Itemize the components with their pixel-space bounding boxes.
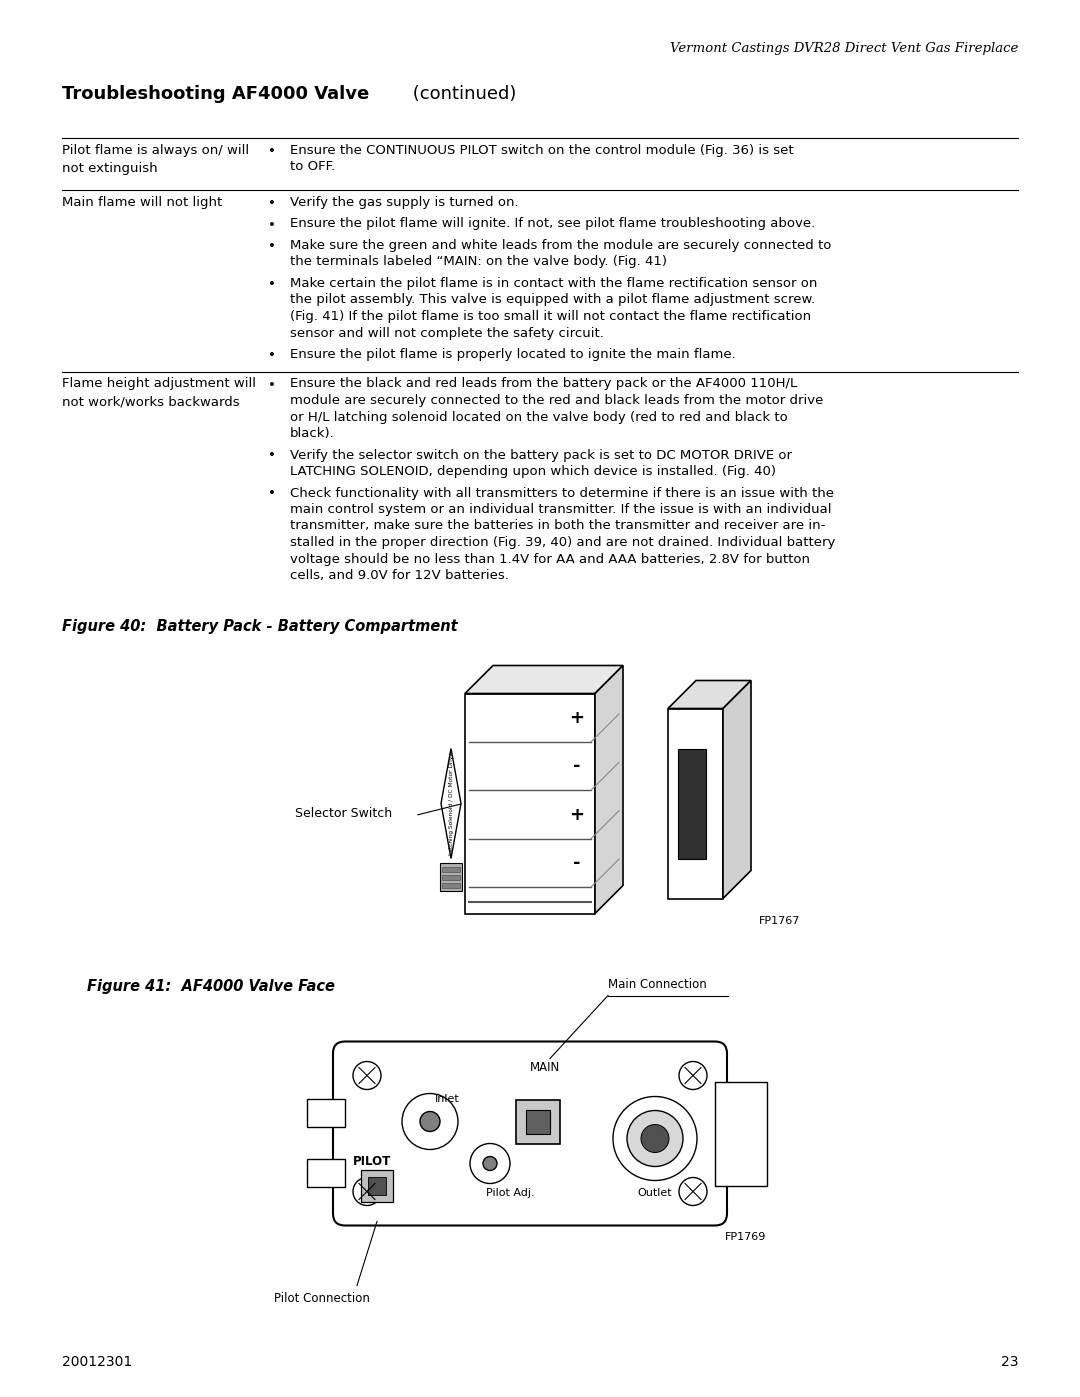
Text: Vermont Castings DVR28 Direct Vent Gas Fireplace: Vermont Castings DVR28 Direct Vent Gas F… [670, 42, 1018, 54]
Text: Flame height adjustment will
not work/works backwards: Flame height adjustment will not work/wo… [62, 377, 256, 408]
Text: cells, and 9.0V for 12V batteries.: cells, and 9.0V for 12V batteries. [291, 569, 509, 583]
Bar [678, 749, 706, 859]
Text: the terminals labeled “MAIN: on the valve body. (Fig. 41): the terminals labeled “MAIN: on the valv… [291, 256, 667, 268]
Text: FP1767: FP1767 [759, 916, 800, 926]
Text: +: + [569, 708, 584, 726]
Bar [516, 1099, 561, 1144]
Circle shape [627, 1111, 683, 1166]
Text: Verify the selector switch on the battery pack is set to DC MOTOR DRIVE or: Verify the selector switch on the batter… [291, 448, 792, 461]
Bar [526, 1109, 550, 1133]
Text: Verify the gas supply is turned on.: Verify the gas supply is turned on. [291, 196, 518, 210]
Text: 20012301: 20012301 [62, 1355, 132, 1369]
Polygon shape [465, 693, 595, 914]
Text: Latching Solenoid / DC Motor Drive: Latching Solenoid / DC Motor Drive [448, 752, 454, 855]
Polygon shape [669, 708, 723, 898]
Text: -: - [573, 757, 581, 775]
Circle shape [613, 1097, 697, 1180]
Circle shape [353, 1178, 381, 1206]
Text: the pilot assembly. This valve is equipped with a pilot flame adjustment screw.: the pilot assembly. This valve is equipp… [291, 293, 815, 306]
Text: voltage should be no less than 1.4V for AA and AAA batteries, 2.8V for button: voltage should be no less than 1.4V for … [291, 552, 810, 566]
Text: 23: 23 [1000, 1355, 1018, 1369]
Text: •: • [268, 197, 275, 210]
Text: •: • [268, 278, 275, 291]
Text: -: - [573, 854, 581, 872]
Bar [715, 1081, 767, 1186]
Text: Make sure the green and white leads from the module are securely connected to: Make sure the green and white leads from… [291, 239, 832, 251]
Text: stalled in the proper direction (Fig. 39, 40) and are not drained. Individual ba: stalled in the proper direction (Fig. 39… [291, 536, 835, 549]
Bar [361, 1169, 393, 1201]
Text: black).: black). [291, 427, 335, 440]
Text: Ensure the pilot flame will ignite. If not, see pilot flame troubleshooting abov: Ensure the pilot flame will ignite. If n… [291, 218, 815, 231]
Text: •: • [268, 240, 275, 253]
Bar [307, 1098, 345, 1126]
Bar [368, 1176, 386, 1194]
Text: Main Connection: Main Connection [608, 978, 706, 992]
FancyBboxPatch shape [333, 1042, 727, 1225]
Circle shape [470, 1144, 510, 1183]
Text: Make certain the pilot flame is in contact with the flame rectification sensor o: Make certain the pilot flame is in conta… [291, 277, 818, 291]
Circle shape [402, 1094, 458, 1150]
Text: or H/L latching solenoid located on the valve body (red to red and black to: or H/L latching solenoid located on the … [291, 411, 787, 423]
Text: (Fig. 41) If the pilot flame is too small it will not contact the flame rectific: (Fig. 41) If the pilot flame is too smal… [291, 310, 811, 323]
Circle shape [420, 1112, 440, 1132]
Bar [307, 1158, 345, 1186]
Text: main control system or an individual transmitter. If the issue is with an indivi: main control system or an individual tra… [291, 503, 832, 515]
Bar [442, 866, 460, 872]
Text: Figure 40:  Battery Pack - Battery Compartment: Figure 40: Battery Pack - Battery Compar… [62, 619, 458, 633]
Circle shape [642, 1125, 669, 1153]
Text: sensor and will not complete the safety circuit.: sensor and will not complete the safety … [291, 327, 604, 339]
Text: •: • [268, 218, 275, 232]
Text: Ensure the CONTINUOUS PILOT switch on the control module (Fig. 36) is set: Ensure the CONTINUOUS PILOT switch on th… [291, 144, 794, 156]
Bar [442, 875, 460, 880]
Text: •: • [268, 145, 275, 158]
Text: •: • [268, 379, 275, 391]
Text: Selector Switch: Selector Switch [295, 807, 392, 820]
Text: PILOT: PILOT [353, 1155, 391, 1168]
Text: Pilot flame is always on/ will
not extinguish: Pilot flame is always on/ will not extin… [62, 144, 249, 175]
Polygon shape [595, 665, 623, 914]
Text: Outlet: Outlet [637, 1189, 672, 1199]
Text: Main flame will not light: Main flame will not light [62, 196, 222, 210]
Text: Check functionality with all transmitters to determine if there is an issue with: Check functionality with all transmitter… [291, 486, 834, 500]
Bar [440, 862, 462, 890]
Text: transmitter, make sure the batteries in both the transmitter and receiver are in: transmitter, make sure the batteries in … [291, 520, 825, 532]
Polygon shape [441, 749, 461, 859]
Text: FP1769: FP1769 [725, 1232, 767, 1242]
Text: •: • [268, 450, 275, 462]
Text: to OFF.: to OFF. [291, 161, 335, 173]
Text: MAIN: MAIN [530, 1060, 561, 1074]
Circle shape [679, 1178, 707, 1206]
Text: Troubleshooting AF4000 Valve: Troubleshooting AF4000 Valve [62, 85, 369, 103]
Text: Inlet: Inlet [435, 1094, 460, 1104]
Circle shape [483, 1157, 497, 1171]
Text: •: • [268, 488, 275, 500]
Polygon shape [723, 680, 751, 898]
Circle shape [679, 1062, 707, 1090]
Text: Ensure the pilot flame is properly located to ignite the main flame.: Ensure the pilot flame is properly locat… [291, 348, 735, 360]
Text: Ensure the black and red leads from the battery pack or the AF4000 110H/L: Ensure the black and red leads from the … [291, 377, 797, 391]
Text: Figure 41:  AF4000 Valve Face: Figure 41: AF4000 Valve Face [87, 978, 335, 993]
Text: Pilot Connection: Pilot Connection [274, 1291, 370, 1305]
Text: •: • [268, 349, 275, 362]
Bar [442, 883, 460, 887]
Text: module are securely connected to the red and black leads from the motor drive: module are securely connected to the red… [291, 394, 823, 407]
Polygon shape [465, 665, 623, 693]
Text: (continued): (continued) [407, 85, 516, 103]
Polygon shape [669, 680, 751, 708]
Text: +: + [569, 806, 584, 823]
Text: Pilot Adj.: Pilot Adj. [486, 1187, 535, 1197]
Text: LATCHING SOLENOID, depending upon which device is installed. (Fig. 40): LATCHING SOLENOID, depending upon which … [291, 465, 777, 478]
Circle shape [353, 1062, 381, 1090]
